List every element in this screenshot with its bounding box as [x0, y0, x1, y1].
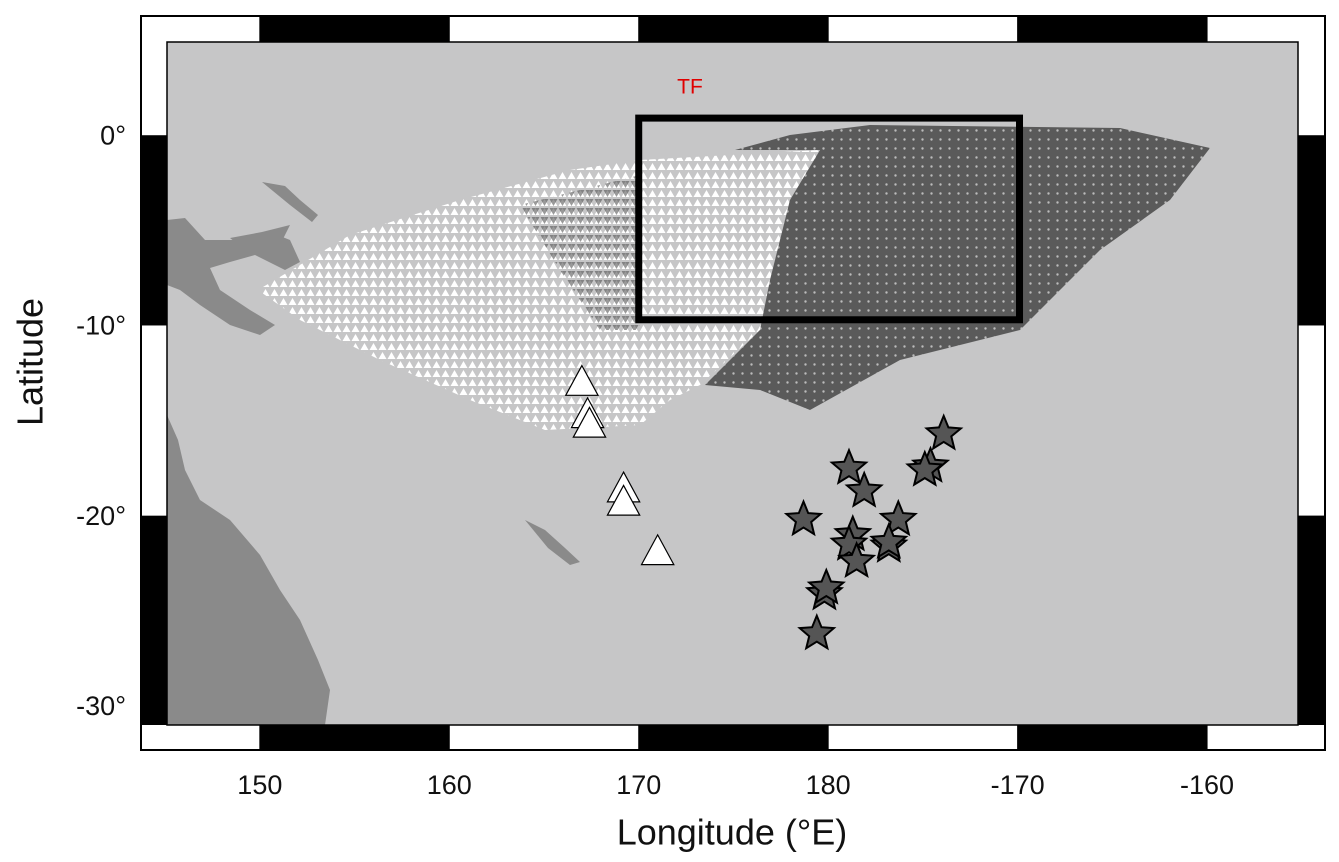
station — [606, 484, 641, 516]
x-tick-label: 180 — [806, 770, 851, 800]
y-axis-label: Latitude — [10, 298, 51, 426]
y-tick-label: 0° — [100, 120, 126, 150]
event — [905, 449, 945, 487]
frame-bar — [638, 725, 829, 750]
frame-bar — [259, 17, 450, 42]
event — [797, 613, 837, 651]
box-label: TF — [677, 76, 703, 99]
event — [869, 521, 909, 560]
event — [836, 540, 877, 579]
frame-bar — [1298, 135, 1324, 326]
x-tick-label: -170 — [991, 770, 1045, 800]
shadow-coverage — [520, 175, 640, 330]
station — [572, 406, 607, 438]
station — [640, 533, 675, 566]
station-coverage — [258, 150, 820, 430]
x-tick-label: -160 — [1180, 770, 1234, 800]
frame-bars — [142, 16, 1324, 750]
x-tick-label: 150 — [237, 770, 282, 800]
frame-bar — [638, 17, 829, 42]
event — [829, 447, 869, 485]
event — [924, 413, 964, 451]
markers — [564, 114, 1024, 651]
event-coverage — [705, 125, 1210, 410]
x-tick-label: 160 — [427, 770, 472, 800]
frame-bar — [142, 135, 167, 326]
land — [167, 182, 580, 725]
tf-box — [635, 114, 1024, 324]
y-tick-label: -20° — [76, 501, 126, 531]
map-border — [166, 41, 1299, 726]
frame-bar — [142, 515, 167, 725]
frame-bar — [259, 725, 450, 750]
x-axis-label: Longitude (°E) — [617, 812, 848, 853]
frame-bar — [1017, 17, 1208, 42]
y-tick-label: -10° — [76, 311, 126, 341]
event — [806, 567, 846, 605]
event — [844, 470, 884, 508]
x-tick-label: 170 — [616, 770, 661, 800]
station — [564, 364, 600, 396]
y-tick-label: -30° — [76, 691, 126, 721]
frame-bar — [1017, 725, 1208, 750]
event — [783, 498, 824, 537]
event — [878, 498, 918, 537]
frame-bar — [1298, 515, 1324, 725]
